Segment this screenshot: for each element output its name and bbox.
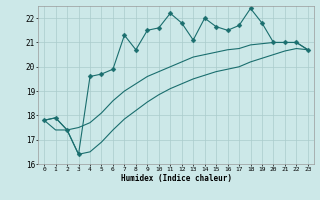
X-axis label: Humidex (Indice chaleur): Humidex (Indice chaleur)	[121, 174, 231, 183]
